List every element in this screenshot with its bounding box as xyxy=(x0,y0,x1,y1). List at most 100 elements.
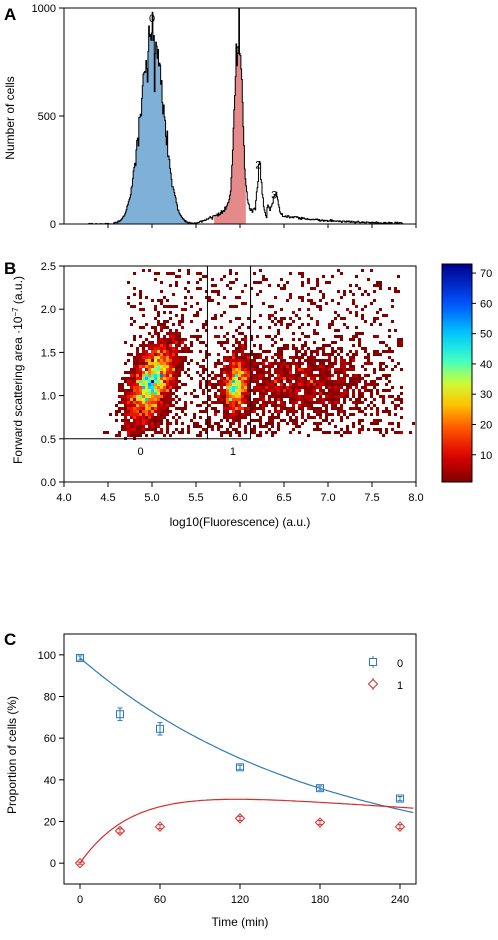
density-cell xyxy=(166,332,169,335)
density-cell xyxy=(316,380,319,383)
density-cell xyxy=(295,374,298,377)
density-cell xyxy=(325,398,328,401)
density-cell xyxy=(121,383,124,386)
density-cell xyxy=(151,395,154,398)
density-cell xyxy=(169,434,172,437)
density-cell xyxy=(256,413,259,416)
density-cell xyxy=(394,287,397,290)
density-cell xyxy=(268,416,271,419)
density-cell xyxy=(205,353,208,356)
density-cell xyxy=(145,410,148,413)
density-cell xyxy=(334,389,337,392)
density-cell xyxy=(304,344,307,347)
density-cell xyxy=(325,365,328,368)
density-cell xyxy=(361,317,364,320)
point-series-1 xyxy=(394,821,406,832)
density-cell xyxy=(136,404,139,407)
density-cell xyxy=(259,392,262,395)
density-cell xyxy=(220,386,223,389)
density-cell xyxy=(175,401,178,404)
density-cell xyxy=(247,359,250,362)
density-cell xyxy=(214,374,217,377)
density-cell xyxy=(160,419,163,422)
density-cell xyxy=(157,395,160,398)
density-cell xyxy=(175,359,178,362)
density-cell xyxy=(268,395,271,398)
density-cell xyxy=(349,290,352,293)
density-cell xyxy=(286,389,289,392)
density-cell xyxy=(364,350,367,353)
density-cell xyxy=(316,278,319,281)
density-cell xyxy=(304,398,307,401)
density-cell xyxy=(217,395,220,398)
density-cell xyxy=(286,326,289,329)
density-cell xyxy=(163,368,166,371)
density-cell xyxy=(220,380,223,383)
density-cell xyxy=(139,326,142,329)
density-cell xyxy=(373,380,376,383)
density-cell xyxy=(154,428,157,431)
density-cell xyxy=(214,386,217,389)
density-cell xyxy=(292,413,295,416)
density-cell xyxy=(223,347,226,350)
density-cell xyxy=(328,401,331,404)
density-cell xyxy=(268,371,271,374)
density-cell xyxy=(145,338,148,341)
density-cell xyxy=(115,419,118,422)
density-cell xyxy=(220,389,223,392)
density-cell xyxy=(169,377,172,380)
density-cell xyxy=(283,359,286,362)
density-cell xyxy=(160,365,163,368)
density-cell xyxy=(124,416,127,419)
density-cell xyxy=(229,359,232,362)
density-cell xyxy=(289,407,292,410)
density-cell xyxy=(133,425,136,428)
density-cell xyxy=(298,398,301,401)
density-cell xyxy=(214,335,217,338)
density-cell xyxy=(277,353,280,356)
density-cell xyxy=(307,359,310,362)
density-cell xyxy=(139,356,142,359)
density-cell xyxy=(316,392,319,395)
density-cell xyxy=(202,341,205,344)
density-cell xyxy=(139,293,142,296)
density-cell xyxy=(208,422,211,425)
density-cell xyxy=(196,404,199,407)
density-cell xyxy=(244,365,247,368)
density-cell xyxy=(154,401,157,404)
density-cell xyxy=(187,374,190,377)
density-cell xyxy=(232,353,235,356)
density-cell xyxy=(190,419,193,422)
density-cell xyxy=(226,428,229,431)
density-cell xyxy=(343,401,346,404)
density-cell xyxy=(295,419,298,422)
density-cell xyxy=(340,392,343,395)
density-cell xyxy=(223,416,226,419)
density-cell xyxy=(271,386,274,389)
density-cell xyxy=(151,404,154,407)
density-cell xyxy=(178,407,181,410)
density-cell xyxy=(121,428,124,431)
density-cell xyxy=(163,356,166,359)
density-cell xyxy=(163,410,166,413)
density-cell xyxy=(154,350,157,353)
density-cell xyxy=(244,341,247,344)
density-cell xyxy=(277,392,280,395)
density-cell xyxy=(190,341,193,344)
density-cell xyxy=(277,416,280,419)
density-cell xyxy=(286,395,289,398)
density-cell xyxy=(313,410,316,413)
density-cell xyxy=(382,362,385,365)
density-cell xyxy=(145,392,148,395)
density-cell xyxy=(286,344,289,347)
density-cell xyxy=(226,398,229,401)
density-cell xyxy=(106,431,109,434)
density-cell xyxy=(337,413,340,416)
density-cell xyxy=(241,380,244,383)
density-cell xyxy=(235,431,238,434)
density-cell xyxy=(277,356,280,359)
density-cell xyxy=(223,311,226,314)
density-cell xyxy=(175,371,178,374)
density-cell xyxy=(391,320,394,323)
density-cell xyxy=(355,311,358,314)
